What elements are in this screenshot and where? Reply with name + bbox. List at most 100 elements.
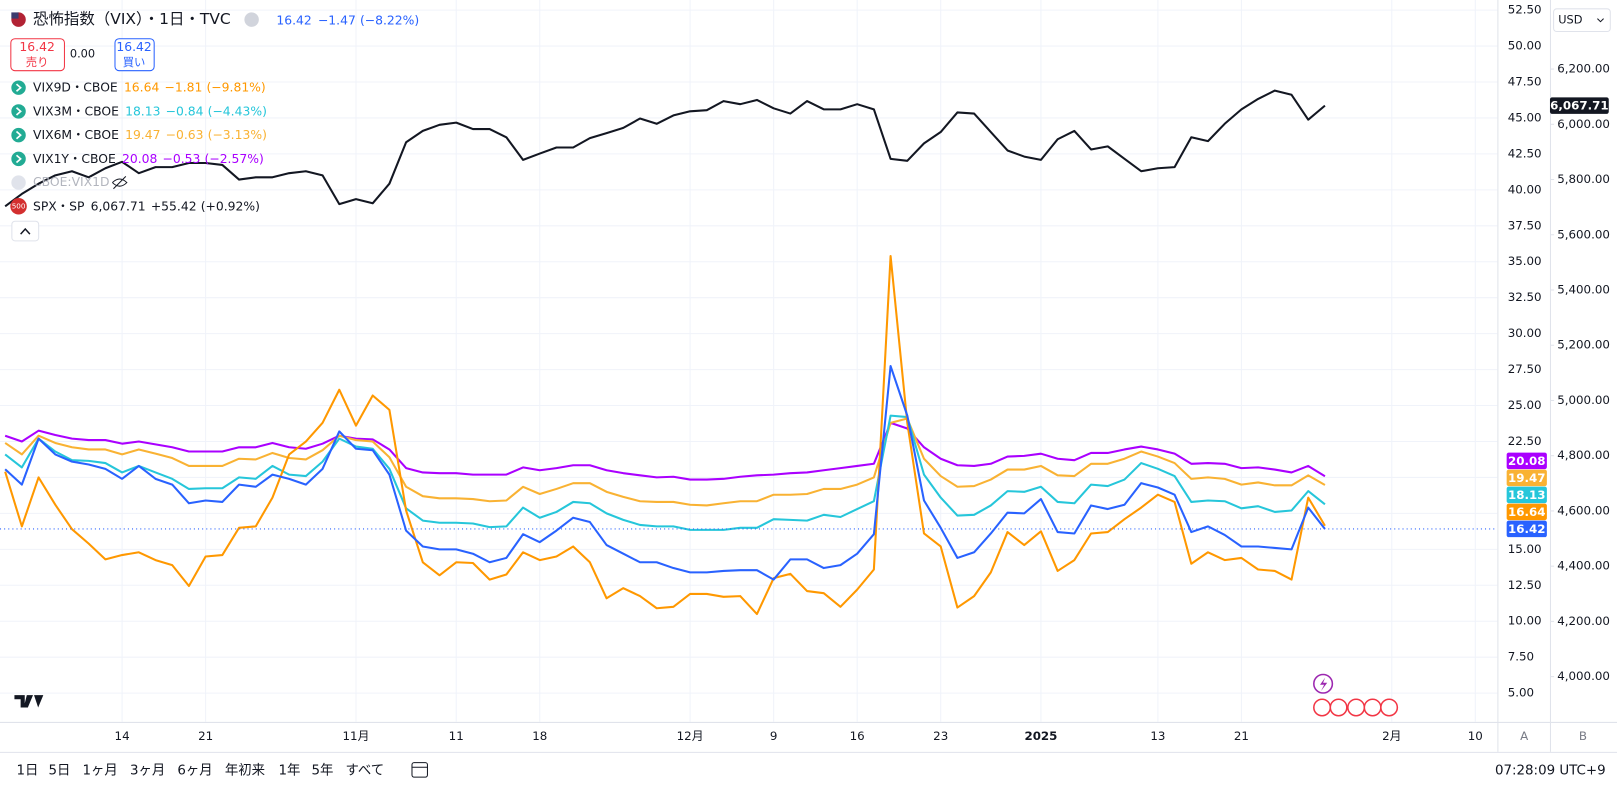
y2-tick-label: 4,400.00	[1557, 559, 1610, 573]
legend-change: −0.63	[166, 128, 204, 142]
range-button[interactable]: 5年	[311, 762, 333, 778]
sell-label: 売り	[26, 55, 49, 69]
legend-icon	[10, 198, 27, 215]
range-button[interactable]: 1年	[278, 762, 300, 778]
range-button[interactable]: 6ヶ月	[177, 763, 212, 778]
range-button[interactable]: 年初来	[225, 762, 265, 778]
range-button[interactable]: 1日	[17, 763, 39, 778]
plot	[0, 89, 1498, 616]
y2-tick-label: 4,600.00	[1557, 503, 1610, 517]
legend-name: VIX1Y・CBOE	[33, 151, 116, 165]
legend-name: VIX9D・CBOE	[33, 80, 118, 94]
legend-icon	[11, 175, 26, 190]
x-tick-label: 11月	[343, 729, 370, 743]
price-badge-label: 20.08	[1508, 454, 1545, 468]
y2-tick-label: 4,200.00	[1557, 614, 1610, 628]
symbol-title: 恐怖指数（VIX）・1日・TVC	[33, 10, 231, 28]
y-tick-label: 10.00	[1508, 614, 1542, 628]
buy-label: 買い	[123, 55, 146, 69]
y2-tick-label: 5,000.00	[1557, 393, 1610, 407]
event-flag[interactable]	[1347, 698, 1366, 717]
event-flag[interactable]	[1329, 698, 1348, 717]
legend-last: 16.64	[124, 80, 160, 94]
y-tick-label: 52.50	[1508, 3, 1542, 17]
collapse-button[interactable]	[11, 220, 40, 242]
legend-icon-arrow	[15, 154, 22, 164]
legend-icon-arrow	[15, 83, 22, 92]
event-flag[interactable]	[1313, 698, 1332, 717]
legend-entry[interactable]: SPX・SP 6,067.71 +55.42 (+0.92%)	[33, 199, 260, 213]
legend-icon	[11, 104, 26, 119]
spread: 0.00	[70, 47, 95, 61]
legend-change-pct: (−4.43%)	[208, 104, 267, 118]
buy-button[interactable]	[114, 38, 155, 72]
y2-tick-label: 5,800.00	[1557, 172, 1610, 186]
legend-change: +55.42	[151, 199, 197, 213]
currency: USD	[1558, 13, 1582, 27]
x-tick-label: 10	[1468, 729, 1483, 743]
legend-icon-arrow	[15, 107, 22, 116]
clock: 07:28:09 UTC+9	[1495, 763, 1606, 778]
y2-tick-label: 5,200.00	[1557, 338, 1610, 352]
legend-change-pct: (−2.57%)	[205, 151, 264, 165]
x-tick-label: 18	[532, 729, 547, 743]
last-price: 16.42	[276, 13, 311, 27]
event-icon	[1320, 677, 1328, 691]
collapse-icon	[20, 227, 31, 235]
y-tick-label: 35.00	[1508, 254, 1542, 268]
legend-last: 18.13	[125, 104, 160, 118]
overlay: 恐怖指数（VIX）・1日・TVC 16.42 −1.47 (−8.22%) 16.4…	[10, 3, 1611, 778]
change-pct: (−8.22%)	[360, 13, 419, 27]
flag-icon	[11, 12, 19, 19]
y-tick-label: 27.50	[1508, 362, 1542, 376]
x-tick-label: 16	[850, 729, 865, 743]
y2-tick-label: 6,200.00	[1557, 62, 1610, 76]
x-tick-label: 23	[933, 729, 948, 743]
series-line	[4, 421, 1326, 481]
sell-price: 16.42	[19, 40, 54, 54]
y-tick-label: 32.50	[1508, 290, 1542, 304]
legend-change-pct: (−9.81%)	[206, 80, 265, 94]
y2-tick-label: 5,400.00	[1557, 282, 1610, 296]
x-tick-label: 12月	[677, 729, 704, 743]
legend-hidden-name[interactable]: CBOE:VIX1D	[33, 175, 110, 189]
legend-icon-arrow	[15, 130, 22, 140]
event-flag[interactable]	[1380, 698, 1399, 717]
y-tick-label: 50.00	[1508, 39, 1542, 53]
price-badge-label: 19.47	[1508, 471, 1545, 485]
auto-scale-button[interactable]	[1514, 727, 1534, 746]
x-tick-label: 21	[1234, 729, 1249, 743]
tv-logo	[14, 695, 44, 708]
price-badge-label: 16.42	[1508, 522, 1545, 536]
grid	[0, 0, 1498, 722]
y-tick-label: 15.00	[1508, 542, 1542, 556]
y-tick-label: 37.50	[1508, 218, 1542, 232]
price-badge	[1506, 469, 1547, 487]
legend-entry[interactable]: VIX6M・CBOE 19.47 −0.63 (−3.13%)	[33, 128, 267, 142]
x-tick-label: 2025	[1024, 729, 1057, 743]
legend-change-pct: (−3.13%)	[208, 128, 267, 142]
y-tick-label: 42.50	[1508, 146, 1542, 160]
x-tick-label: 21	[198, 729, 213, 743]
sell-button[interactable]	[10, 38, 65, 72]
y2-tick-label: 5,600.00	[1557, 227, 1610, 241]
range-button[interactable]: 1ヶ月	[83, 763, 118, 778]
date-range-button[interactable]	[411, 762, 428, 778]
range-button[interactable]: 3ヶ月	[130, 763, 165, 778]
range-button[interactable]: すべて	[345, 762, 384, 778]
legend-entry[interactable]: VIX1Y・CBOE 20.08 −0.53 (−2.57%)	[33, 151, 264, 165]
range-button[interactable]: 5日	[48, 763, 70, 778]
y-tick-label: 7.50	[1508, 650, 1534, 664]
x-tick-label: 9	[770, 729, 778, 743]
y-tick-label: 25.00	[1508, 398, 1542, 412]
legend-last: 20.08	[122, 151, 158, 165]
currency-select[interactable]	[1553, 8, 1611, 32]
series-line	[4, 254, 1326, 616]
legend-entry[interactable]: VIX3M・CBOE 18.13 −0.84 (−4.43%)	[33, 104, 267, 118]
legend-entry[interactable]: VIX9D・CBOE 16.64 −1.81 (−9.81%)	[33, 80, 266, 94]
price-badge-label: 16.64	[1508, 505, 1545, 519]
event-flag[interactable]	[1363, 698, 1382, 717]
scale-button[interactable]	[1573, 727, 1593, 746]
